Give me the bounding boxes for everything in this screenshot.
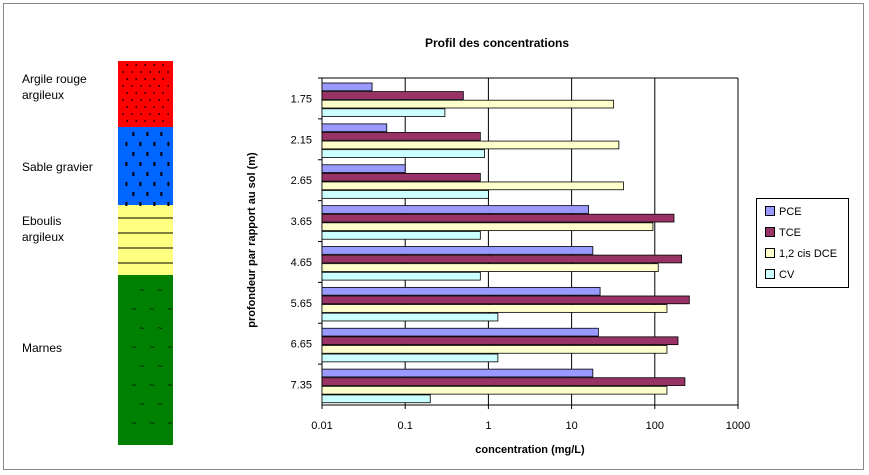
x-axis-label: concentration (mg/L)	[475, 444, 585, 456]
x-tick-label: 1	[485, 420, 491, 432]
y-tick-label: 1.75	[291, 93, 312, 105]
bar-1-2-cis-dce	[321, 181, 624, 191]
legend-swatch-pce	[765, 206, 775, 217]
x-tick-label: 0.01	[311, 420, 332, 432]
bar-1-2-cis-dce	[321, 222, 654, 232]
bar-tce	[321, 91, 464, 100]
y-tick-label: 4.65	[291, 257, 312, 269]
legend-label-tce: TCE	[779, 227, 801, 239]
bar-cv	[321, 108, 446, 118]
x-tick-label: 0.1	[398, 420, 413, 432]
x-tick-label: 1000	[726, 420, 750, 432]
legend: PCE TCE 1,2 cis DCE CV	[756, 198, 849, 288]
bar-pce	[321, 368, 594, 378]
bar-1-2-cis-dce	[321, 345, 668, 354]
y-tick-label: 3.65	[291, 216, 312, 228]
legend-item-dce: 1,2 cis DCE	[765, 247, 837, 261]
bar-tce	[321, 213, 675, 223]
legend-swatch-dce	[765, 248, 775, 259]
bar-tce	[321, 336, 679, 346]
bar-pce	[321, 286, 601, 296]
bar-tce	[321, 254, 683, 264]
bar-cv	[321, 394, 431, 404]
bar-tce	[321, 132, 481, 141]
x-tick-label: 10	[565, 420, 577, 432]
bar-1-2-cis-dce	[321, 99, 615, 109]
legend-item-cv: CV	[765, 268, 794, 282]
bar-tce	[321, 295, 690, 305]
bar-1-2-cis-dce	[321, 304, 668, 313]
bar-tce	[321, 377, 686, 386]
bar-1-2-cis-dce	[321, 385, 668, 395]
legend-label-pce: PCE	[779, 206, 802, 218]
bar-pce	[321, 123, 388, 133]
bar-pce	[321, 82, 373, 92]
layer-label-marnes: Marnes	[22, 341, 63, 355]
legend-label-dce: 1,2 cis DCE	[779, 248, 838, 260]
soil-layer-argile	[118, 61, 173, 127]
legend-item-tce: TCE	[765, 226, 801, 240]
bar-cv	[321, 149, 485, 158]
y-tick-label: 2.65	[291, 175, 312, 187]
legend-item-pce: PCE	[765, 205, 802, 219]
bar-pce	[321, 327, 599, 337]
bar-cv	[321, 231, 481, 240]
y-tick-label: 7.35	[291, 380, 312, 392]
bar-pce	[321, 164, 406, 173]
bar-cv	[321, 312, 499, 322]
layer-label-sable: Sable gravier	[22, 160, 93, 174]
bar-1-2-cis-dce	[321, 263, 659, 272]
layer-label-argile: Argile rouge argileux	[22, 72, 87, 102]
x-tick-label: 100	[646, 420, 664, 432]
bar-pce	[321, 205, 589, 214]
bar-1-2-cis-dce	[321, 140, 620, 150]
chart-title: Profil des concentrations	[425, 36, 570, 50]
bar-cv	[321, 271, 481, 281]
layer-label-eboulis: Eboulis argileux	[22, 214, 65, 244]
y-tick-label: 5.65	[291, 298, 312, 310]
bar-pce	[321, 246, 594, 255]
bar-tce	[321, 172, 481, 182]
y-tick-label: 6.65	[291, 339, 312, 351]
legend-swatch-cv	[765, 269, 775, 280]
bar-cv	[321, 190, 489, 199]
y-tick-label: 2.15	[291, 134, 312, 146]
bar-cv	[321, 353, 499, 363]
legend-swatch-tce	[765, 227, 775, 238]
legend-label-cv: CV	[779, 269, 795, 281]
soil-layer-sable	[118, 127, 173, 205]
soil-layer-marnes	[118, 275, 173, 445]
